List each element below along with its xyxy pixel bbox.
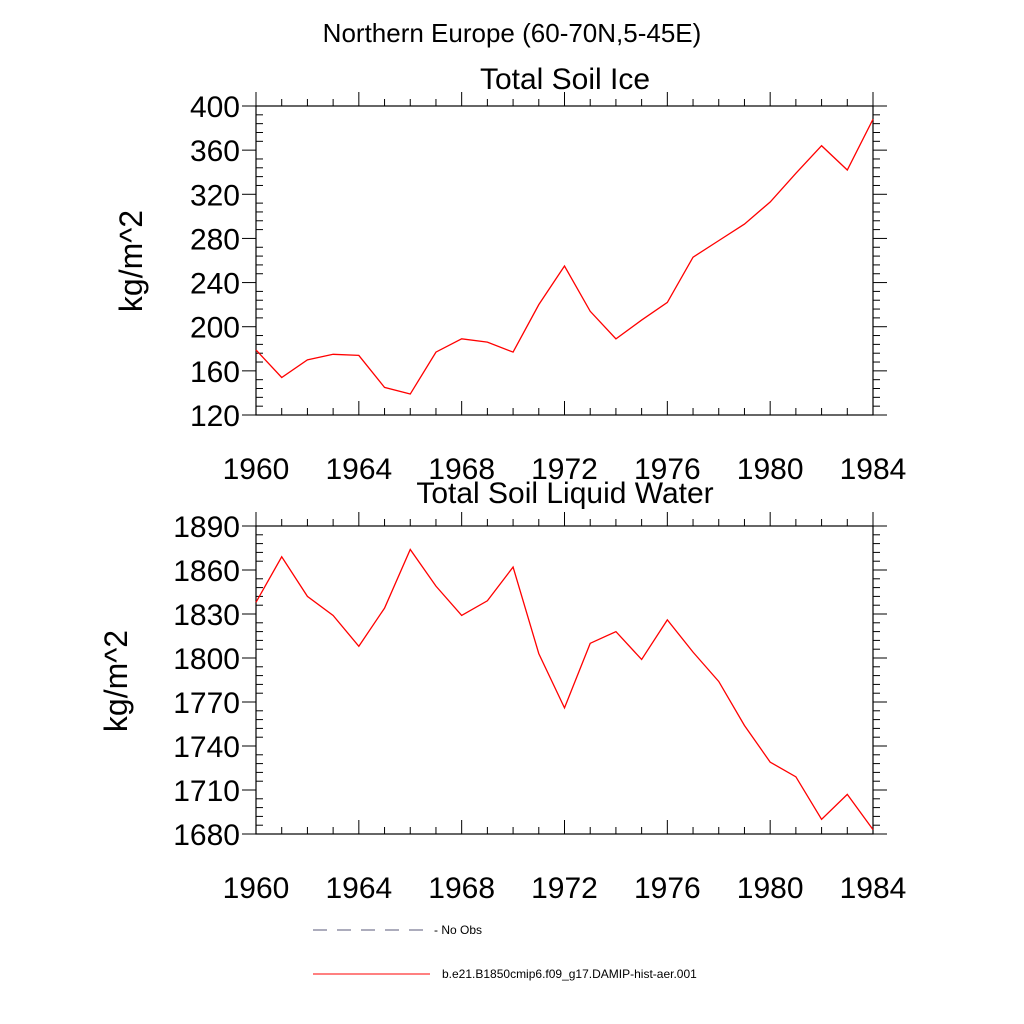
chart-panel-soil-liquid-water: Total Soil Liquid Water kg/m^2 1960 1964 1… <box>98 477 906 905</box>
legend-item-model: b.e21.B1850cmip6.f09_g17.DAMIP-hist-aer.… <box>313 967 697 981</box>
y-tick-label: 1860 <box>173 555 240 588</box>
y-axis-label: kg/m^2 <box>98 630 134 732</box>
plot-frame <box>255 105 874 416</box>
x-tick-label: 1976 <box>634 453 701 486</box>
y-tick-label: 160 <box>190 356 240 389</box>
series-line <box>255 548 874 830</box>
y-tick-label: 400 <box>190 91 240 124</box>
x-tick-label: 1968 <box>428 453 495 486</box>
x-tick-label: 1980 <box>737 872 804 905</box>
y-tick-label: 1890 <box>173 511 240 544</box>
y-tick-label: 1680 <box>173 819 240 852</box>
y-axis-label: kg/m^2 <box>113 210 149 312</box>
x-tick-label: 1972 <box>531 453 598 486</box>
x-tick-label: 1984 <box>840 453 907 486</box>
plot-area: 1960 1964 1968 1972 1976 1980 1984 1680 1710 1740… <box>173 511 906 905</box>
legend-item-no-obs: - No Obs <box>313 923 482 937</box>
y-tick-label: 1710 <box>173 775 240 808</box>
chart-title: Total Soil Ice <box>480 63 650 96</box>
y-tick-label: 280 <box>190 223 240 256</box>
x-tick-label: 1980 <box>737 453 804 486</box>
legend-label: - No Obs <box>434 923 482 937</box>
x-tick-label: 1976 <box>634 872 701 905</box>
legend-label: b.e21.B1850cmip6.f09_g17.DAMIP-hist-aer.… <box>442 967 697 981</box>
x-tick-label: 1968 <box>428 872 495 905</box>
chart-panel-soil-ice: Total Soil Ice kg/m^2 1960 1964 1968 1972 19… <box>113 63 906 486</box>
x-tick-label: 1960 <box>223 453 290 486</box>
y-tick-label: 320 <box>190 179 240 212</box>
legend: - No Obs b.e21.B1850cmip6.f09_g17.DAMIP-… <box>313 923 697 981</box>
y-tick-label: 1740 <box>173 731 240 764</box>
x-tick-label: 1964 <box>325 453 392 486</box>
figure-suptitle: Northern Europe (60-70N,5-45E) <box>323 18 702 48</box>
series-line <box>255 118 874 395</box>
plot-area: 1960 1964 1968 1972 1976 1980 1984 120 160 200 240… <box>190 91 906 486</box>
x-tick-label: 1960 <box>223 872 290 905</box>
x-tick-label: 1964 <box>325 872 392 905</box>
chart-title: Total Soil Liquid Water <box>416 477 713 510</box>
plot-frame <box>255 525 874 835</box>
y-tick-label: 1830 <box>173 599 240 632</box>
y-tick-label: 120 <box>190 400 240 433</box>
x-tick-label: 1972 <box>531 872 598 905</box>
y-tick-label: 360 <box>190 135 240 168</box>
y-tick-label: 1770 <box>173 687 240 720</box>
y-tick-label: 200 <box>190 312 240 345</box>
x-tick-label: 1984 <box>840 872 907 905</box>
y-tick-label: 1800 <box>173 643 240 676</box>
y-tick-label: 240 <box>190 268 240 301</box>
